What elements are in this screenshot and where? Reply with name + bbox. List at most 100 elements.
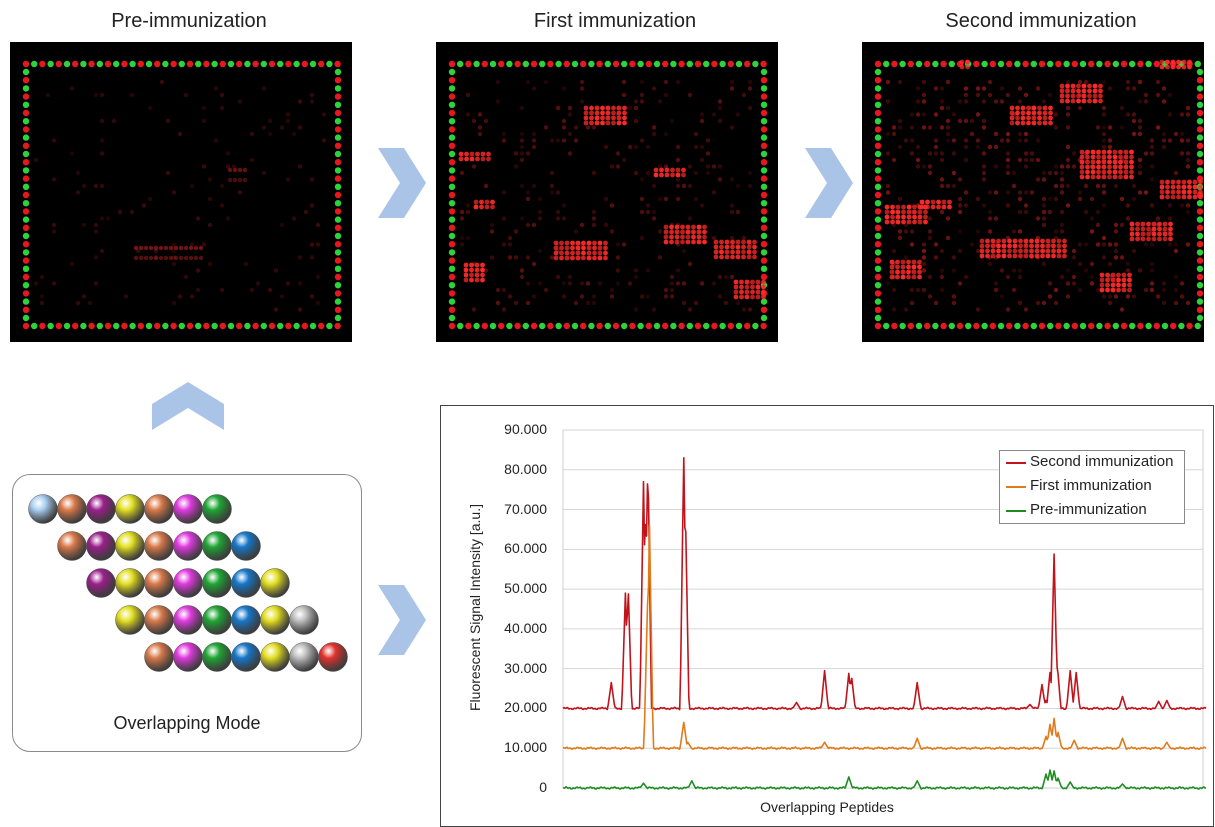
array-spot (1083, 242, 1089, 247)
array-spot (1071, 164, 1077, 169)
array-border-spot (145, 60, 153, 68)
array-spot (309, 294, 315, 299)
array-spot (1143, 151, 1149, 156)
array-spot-bright (741, 254, 746, 260)
array-spot-bright (1090, 149, 1096, 155)
array-border-spot (448, 101, 456, 108)
array-border-spot (1153, 60, 1160, 68)
array-spot-bright (1037, 105, 1042, 111)
array-spot-bright (622, 110, 627, 116)
array-spot-bright (930, 204, 936, 210)
array-spot (99, 138, 105, 143)
array-spot-bright (592, 250, 597, 256)
array-border-spot (760, 232, 768, 240)
array-spot (579, 79, 585, 85)
array-spot (81, 183, 87, 189)
array-spot (195, 216, 201, 221)
array-spot (609, 287, 615, 293)
array-spot (897, 144, 903, 150)
array-spot-bright (1092, 83, 1098, 89)
array-spot-bright (1079, 164, 1085, 170)
array-spot (1185, 138, 1191, 143)
array-spot-bright (1065, 88, 1070, 94)
array-spot-bright (1048, 115, 1053, 121)
array-spot (1125, 268, 1131, 273)
array-spot-bright (1059, 88, 1065, 94)
array-spot-bright (1198, 179, 1203, 185)
array-spot-bright (696, 234, 702, 240)
array-spot-bright (911, 274, 917, 280)
array-border-spot (63, 322, 71, 330)
array-border-spot (514, 322, 521, 330)
y-tick-label: 0 (539, 779, 547, 795)
array-spot (1023, 131, 1029, 137)
array-border-spot (760, 183, 768, 190)
array-spot-bright (622, 120, 627, 126)
array-spot-bright (1176, 194, 1181, 200)
array-spot (1137, 125, 1143, 130)
array-spot (939, 209, 945, 215)
array-spot (687, 183, 693, 189)
array-border-spot (318, 60, 325, 68)
array-spot (699, 203, 705, 208)
array-spot-bright (730, 239, 735, 245)
array-spot (1131, 118, 1137, 124)
array-spot-bright (1176, 64, 1181, 70)
array-spot (1101, 105, 1107, 111)
array-spot (609, 294, 615, 299)
array-spot (561, 118, 567, 124)
array-spot (1143, 99, 1149, 104)
array-spot (207, 177, 213, 182)
array-spot (585, 281, 591, 286)
array-spot (1167, 92, 1173, 98)
array-spot (1149, 164, 1155, 169)
array-spot (495, 99, 501, 104)
array-spot (171, 190, 177, 195)
array-spot-bright (733, 279, 739, 285)
array-spot (1041, 196, 1047, 202)
array-spot (669, 287, 675, 293)
array-spot-bright (1107, 174, 1112, 180)
array-border-spot (948, 322, 955, 330)
legend-item-pre: Pre-immunization (1000, 500, 1184, 522)
array-border-spot (522, 322, 529, 330)
array-border-spot (334, 290, 342, 297)
array-spot-bright (923, 219, 928, 225)
array-spot (315, 222, 321, 228)
array-spot (193, 245, 199, 251)
array-spot-bright (1127, 287, 1132, 293)
array-spot (195, 268, 201, 273)
array-border-spot (96, 322, 104, 330)
array-spot (615, 242, 621, 247)
array-spot (945, 216, 951, 221)
array-border-spot (448, 200, 456, 207)
array-spot-bright (581, 240, 586, 246)
array-spot (1161, 287, 1167, 293)
array-border-spot (334, 241, 342, 248)
array-spot-bright (750, 279, 755, 285)
array-spot-bright (713, 239, 719, 245)
array-spot (975, 307, 981, 312)
array-spot (1095, 209, 1101, 215)
array-spot (285, 112, 291, 117)
array-spot (933, 242, 939, 247)
array-border-spot (260, 60, 267, 68)
array-spot (1077, 105, 1083, 111)
array-spot (717, 164, 723, 169)
array-border-spot (448, 322, 456, 330)
array-border-spot (760, 68, 768, 76)
array-border-spot (1145, 60, 1152, 68)
array-spot (693, 196, 699, 202)
array-spot (993, 99, 999, 104)
array-spot-bright (1129, 154, 1134, 160)
array-spot-bright (985, 253, 990, 259)
array-spot (1119, 222, 1125, 228)
array-border-spot (489, 322, 497, 330)
array-spot (675, 79, 681, 85)
array-spot-bright (469, 151, 475, 157)
array-spot (999, 99, 1005, 104)
array-spot (1161, 281, 1167, 286)
array-spot-bright (724, 244, 730, 250)
array-spot-bright (559, 250, 564, 256)
array-spot (138, 255, 144, 261)
